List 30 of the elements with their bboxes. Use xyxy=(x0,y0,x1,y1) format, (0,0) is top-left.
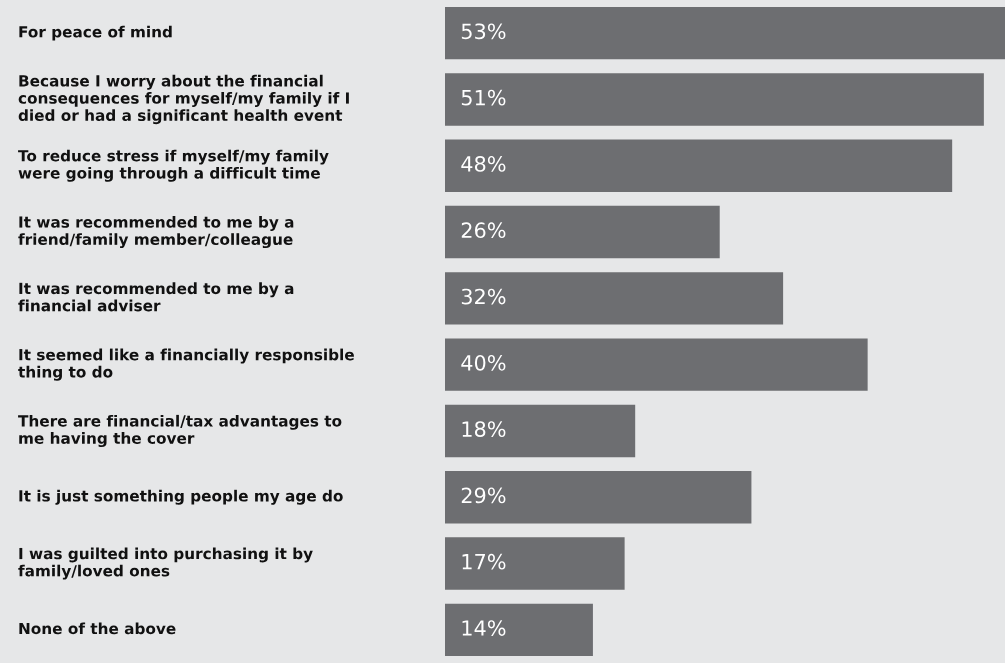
data-label: 17% xyxy=(462,553,506,570)
y-tick-label: It is just something people my age do xyxy=(19,489,343,505)
bar xyxy=(445,205,720,259)
data-label: 51% xyxy=(461,89,506,106)
bar xyxy=(445,338,868,391)
data-label: 29% xyxy=(461,487,506,504)
data-label: 40% xyxy=(461,354,506,371)
data-label: 32% xyxy=(461,288,506,305)
bar xyxy=(445,73,984,126)
y-tick-label: I was guilted into purchasing it by family/loved ones xyxy=(18,547,313,580)
y-tick-label: Because I worry about the financial consequences for myself/my family if I died or had a significant health event xyxy=(18,74,349,125)
y-tick-label: For peace of mind xyxy=(19,25,172,41)
data-label: 53% xyxy=(461,23,506,40)
bar xyxy=(445,139,953,192)
bar xyxy=(445,471,752,524)
data-label: 18% xyxy=(462,421,506,437)
y-tick-label: It seemed like a financially responsible thing to do xyxy=(18,348,354,381)
data-label: 26% xyxy=(461,222,506,239)
y-tick-label: It was recommended to me by a financial adviser xyxy=(18,282,294,312)
data-label: 14% xyxy=(462,620,506,636)
bar xyxy=(445,537,625,590)
bar xyxy=(445,272,784,325)
y-tick-label: There are financial/tax advantages to me having the cover xyxy=(18,414,342,448)
y-tick-label: None of the above xyxy=(19,622,176,635)
data-label: 48% xyxy=(461,156,506,172)
bar xyxy=(445,603,593,657)
y-tick-label: It was recommended to me by a friend/family member/colleague xyxy=(18,215,294,249)
y-tick-label: To reduce stress if myself/my family were going through a difficult time xyxy=(18,149,329,182)
bar xyxy=(445,404,636,458)
bar xyxy=(445,6,1005,60)
